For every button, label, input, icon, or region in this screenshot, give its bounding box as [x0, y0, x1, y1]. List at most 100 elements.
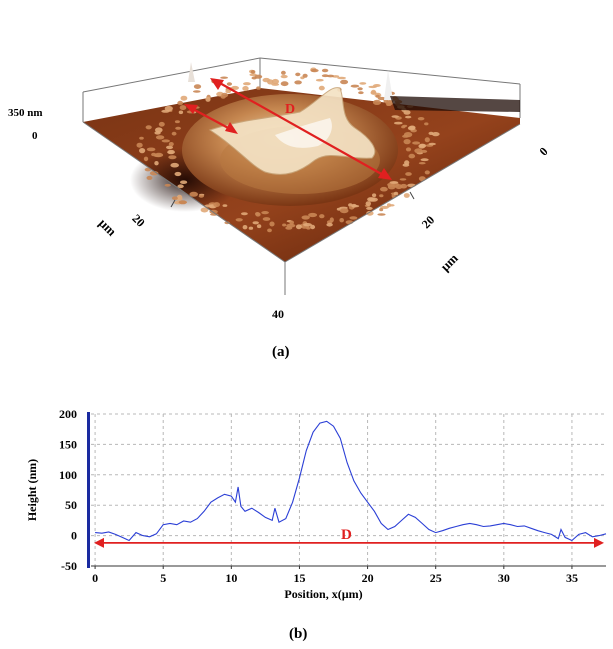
debris-particle [424, 137, 430, 143]
debris-particle [250, 70, 256, 74]
debris-particle [154, 161, 159, 166]
debris-particle [168, 142, 174, 147]
debris-particle [303, 223, 312, 227]
debris-particle [204, 204, 213, 208]
debris-particle [267, 228, 272, 233]
debris-particle [221, 92, 229, 98]
debris-particle [428, 131, 434, 135]
debris-particle [205, 96, 211, 102]
y-tick-label: 0 [71, 529, 77, 543]
debris-particle [261, 211, 269, 215]
debris-particle [366, 206, 373, 210]
debris-particle [171, 131, 177, 136]
debris-particle [256, 224, 262, 229]
debris-particle [369, 197, 378, 202]
x-tick-label: 20 [362, 571, 374, 585]
debris-particle [289, 220, 295, 225]
panel-b-caption: (b) [289, 626, 308, 642]
debris-particle [193, 84, 202, 89]
debris-particle [242, 86, 249, 91]
y-tick-label: 100 [59, 468, 77, 482]
debris-particle [319, 214, 325, 219]
debris-particle [424, 122, 429, 126]
debris-particle [139, 148, 146, 154]
debris-particle [271, 83, 280, 86]
series-line-height-profile [95, 420, 607, 542]
debris-particle [349, 216, 358, 220]
debris-particle [177, 184, 184, 189]
debris-particle [271, 78, 279, 85]
debris-particle [403, 139, 411, 145]
debris-particle [375, 94, 380, 98]
debris-particle [373, 84, 381, 87]
debris-particle [403, 132, 413, 138]
debris-particle [431, 132, 440, 137]
debris-particle [180, 180, 188, 184]
debris-particle [391, 115, 399, 118]
debris-particle [243, 82, 251, 86]
afm-bounding-box [82, 57, 521, 122]
debris-particle [302, 73, 308, 78]
afm-right-axis-start: 0 [537, 144, 551, 158]
debris-particle [220, 76, 229, 79]
debris-particle [164, 183, 171, 187]
debris-particle [251, 76, 257, 80]
debris-particle [358, 91, 364, 95]
chart-y-axis-label: Height (nm) [25, 459, 39, 521]
x-tick-label: 30 [498, 571, 510, 585]
debris-particle [321, 74, 329, 78]
debris-particle [308, 212, 318, 218]
afm-peak-highlight [275, 118, 332, 148]
x-tick-label: 35 [566, 571, 578, 585]
debris-particle [417, 117, 425, 121]
debris-particle [350, 84, 360, 88]
debris-particle [146, 175, 153, 180]
afm-debris-ring [136, 67, 440, 233]
x-tick-label: 5 [160, 571, 166, 585]
debris-particle [414, 148, 423, 154]
debris-particle [380, 186, 388, 192]
debris-particle [167, 149, 175, 155]
debris-particle [393, 191, 399, 196]
afm-right-axis-tick: 20 [419, 213, 437, 231]
debris-particle [158, 121, 165, 127]
debris-particle [248, 226, 254, 230]
debris-particle [357, 87, 363, 91]
debris-particle [372, 99, 382, 105]
afm-right-axis-unit: µm [437, 250, 461, 274]
debris-particle [420, 149, 428, 153]
profile-diameter-marker: D [341, 527, 352, 543]
debris-particle [294, 80, 302, 85]
x-tick-label: 15 [293, 571, 305, 585]
x-tick-label: 10 [225, 571, 237, 585]
debris-particle [136, 142, 143, 148]
debris-particle [174, 120, 180, 124]
debris-particle [174, 171, 182, 177]
debris-particle [164, 105, 173, 112]
debris-particle [412, 141, 421, 145]
afm-axis-ticks [170, 191, 415, 208]
afm-z-scale-label: 350 nm [8, 107, 43, 119]
y-tick-label: 150 [59, 437, 77, 451]
debris-particle [366, 210, 374, 216]
debris-particle [170, 162, 179, 168]
debris-particle [241, 212, 248, 216]
debris-particle [166, 145, 173, 150]
chart-x-axis-label: Position, x(µm) [284, 587, 362, 601]
debris-particle [155, 127, 163, 133]
chart-y-ticks: -50 0 50 100 150 200 [59, 407, 77, 573]
debris-particle [408, 153, 416, 159]
debris-particle [326, 222, 333, 227]
debris-particle [280, 74, 288, 79]
debris-particle [372, 193, 377, 198]
debris-particle [310, 224, 316, 230]
debris-particle [380, 205, 389, 209]
chart-axes [87, 412, 606, 568]
debris-particle [256, 86, 261, 90]
debris-particle [301, 215, 310, 220]
debris-particle [282, 223, 287, 227]
debris-particle [405, 172, 412, 176]
debris-particle [144, 167, 152, 172]
debris-particle [161, 139, 170, 143]
debris-particle [321, 68, 329, 73]
